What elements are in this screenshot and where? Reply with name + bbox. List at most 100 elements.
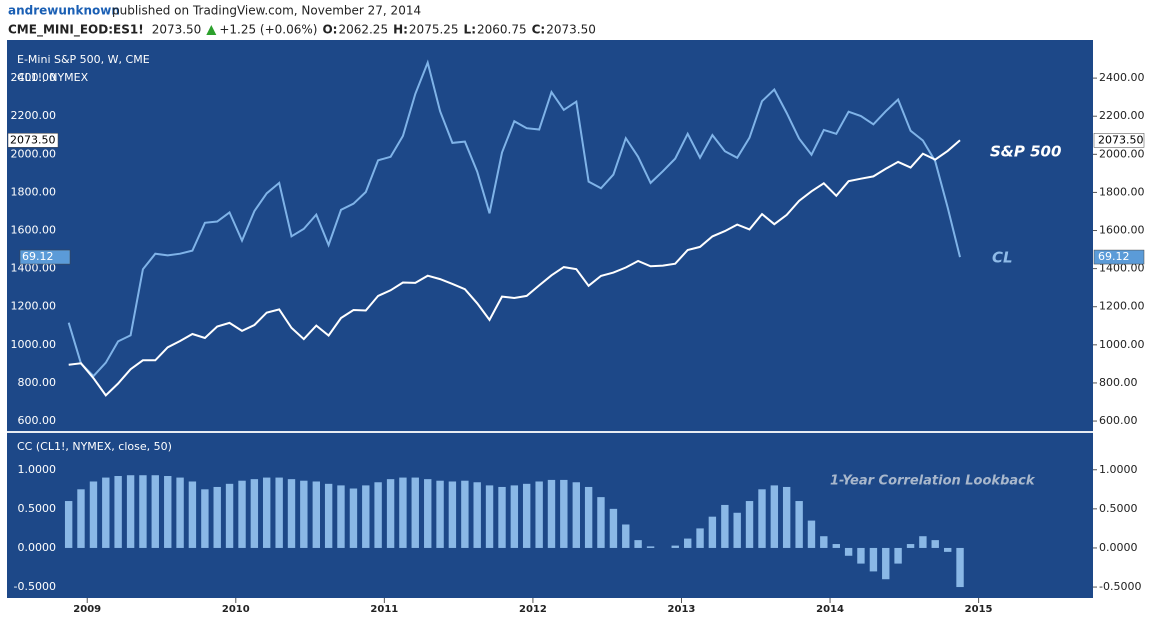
corr-bar	[386, 479, 395, 548]
x-tick-label: 2015	[965, 604, 993, 615]
corr-bar	[374, 482, 382, 548]
corr-bar	[485, 485, 494, 548]
corr-bar	[820, 536, 828, 548]
corr-bar	[213, 486, 221, 548]
corr-bar	[522, 483, 531, 548]
y-tick-label: 0.5000	[1099, 502, 1138, 515]
corr-bar	[795, 501, 803, 548]
corr-bar	[176, 477, 184, 548]
y-tick-label: 1.0000	[1099, 463, 1138, 476]
corr-bar	[844, 547, 853, 556]
y-tick-label: 2400.00	[1099, 71, 1145, 84]
quote-label: O:	[322, 23, 337, 37]
corr-bar	[114, 476, 122, 548]
corr-bar	[634, 540, 642, 548]
y-tick-label: 2000.00	[11, 147, 57, 160]
corr-bar	[436, 480, 444, 548]
cl-annotation: CL	[992, 249, 1013, 267]
corr-bar	[498, 486, 506, 548]
main-title: E-Mini S&P 500, W, CME	[17, 53, 150, 66]
corr-bar	[696, 528, 704, 548]
published: published on TradingView.com, November 2…	[112, 4, 421, 18]
corr-bar	[869, 547, 878, 572]
y-tick-label: 1400.00	[11, 262, 57, 275]
corr-bar	[225, 483, 234, 548]
price-line	[68, 139, 961, 397]
corr-bar	[770, 485, 779, 548]
corr-bar	[733, 512, 741, 548]
corr-bar	[139, 475, 147, 548]
quote-value: 2060.75	[477, 23, 527, 37]
corr-bar	[708, 516, 717, 548]
last-label-bg	[19, 249, 71, 265]
corr-bar	[572, 482, 580, 548]
corr-bar	[646, 546, 655, 548]
x-tick-label: 2013	[668, 604, 696, 615]
corr-bar	[894, 547, 902, 564]
quote-value: 2073.50	[546, 23, 596, 37]
corr-bar	[324, 483, 333, 548]
corr-bar	[684, 538, 692, 548]
y-tick-label: 600.00	[18, 414, 57, 427]
y-tick-label: -0.5000	[1099, 580, 1141, 593]
y-tick-label: 1200.00	[1099, 300, 1145, 313]
corr-bar	[807, 520, 816, 548]
corr-bar	[560, 479, 568, 548]
x-tick-label: 2012	[519, 604, 547, 615]
corr-bar	[461, 480, 469, 548]
y-tick-label: 1000.00	[11, 338, 57, 351]
y-tick-label: 1.0000	[18, 463, 57, 476]
y-tick-label: 0.5000	[18, 502, 57, 515]
corr-bar	[597, 497, 605, 548]
corr-annotation: 1-Year Correlation Lookback	[830, 474, 1036, 489]
corr-bar	[782, 486, 791, 548]
corr-bar	[126, 475, 135, 548]
x-tick-label: 2010	[222, 604, 250, 615]
last-label: 69.12	[1098, 250, 1130, 263]
corr-bar	[721, 504, 729, 548]
spx-annotation: S&P 500	[990, 143, 1061, 161]
quote-value: 2075.25	[409, 23, 459, 37]
corr-bar	[399, 477, 407, 548]
y-tick-label: 0.0000	[1099, 541, 1138, 554]
y-tick-label: 800.00	[1099, 376, 1138, 389]
symbol: CME_MINI_EOD:ES1!	[8, 23, 144, 38]
y-tick-label: 0.0000	[18, 541, 57, 554]
main-panel	[7, 40, 1093, 431]
main-subtitle: CL1!, NYMEX	[17, 71, 89, 84]
change: +1.25 (+0.06%)	[219, 23, 317, 37]
y-tick-label: 2000.00	[1099, 147, 1145, 160]
corr-bar	[671, 545, 679, 548]
corr-bar	[906, 544, 915, 548]
lower-title: CC (CL1!, NYMEX, close, 50)	[17, 440, 172, 453]
last-label: 2073.50	[1098, 133, 1144, 146]
corr-bar	[609, 508, 618, 548]
last-label: 2073.50	[10, 133, 56, 146]
quote-label: L:	[464, 23, 476, 37]
corr-bar	[919, 536, 927, 548]
x-tick-label: 2014	[816, 604, 844, 615]
y-tick-label: 1800.00	[11, 185, 57, 198]
corr-bar	[956, 547, 964, 588]
y-tick-label: 1600.00	[11, 224, 57, 237]
corr-bar	[275, 477, 283, 548]
corr-bar	[535, 481, 543, 548]
last-price: 2073.50	[152, 23, 202, 37]
x-tick-label: 2011	[370, 604, 398, 615]
corr-bar	[164, 476, 172, 548]
corr-bar	[622, 524, 630, 548]
corr-bar	[584, 486, 593, 548]
y-tick-label: 1400.00	[1099, 262, 1145, 275]
corr-bar	[832, 544, 840, 548]
corr-bar	[262, 477, 271, 548]
corr-bar	[77, 489, 85, 548]
corr-bar	[337, 485, 345, 548]
corr-bar	[64, 501, 73, 548]
author: andrewunknown	[8, 4, 120, 18]
y-tick-label: 1600.00	[1099, 224, 1145, 237]
corr-bar	[424, 479, 432, 548]
corr-bar	[250, 479, 259, 548]
y-tick-label: 1200.00	[11, 300, 57, 313]
corr-bar	[362, 485, 370, 548]
y-tick-label: 2400.00	[11, 71, 57, 84]
